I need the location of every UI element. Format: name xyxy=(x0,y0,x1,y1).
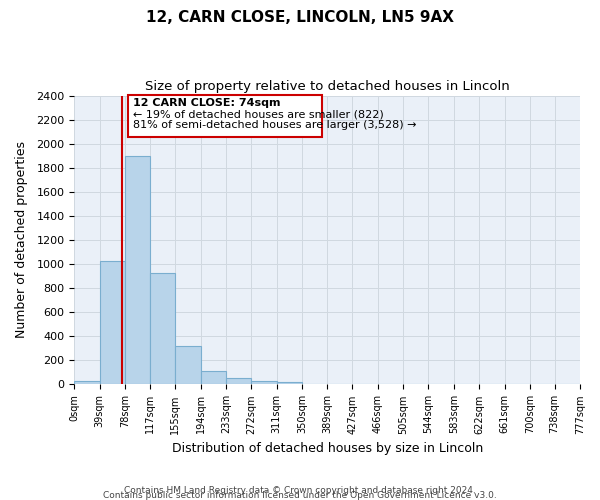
Bar xyxy=(226,378,251,384)
Text: 12 CARN CLOSE: 74sqm: 12 CARN CLOSE: 74sqm xyxy=(133,98,280,108)
Bar xyxy=(251,381,277,384)
Bar xyxy=(277,382,302,384)
Text: ← 19% of detached houses are smaller (822): ← 19% of detached houses are smaller (82… xyxy=(133,109,383,119)
Bar xyxy=(175,346,200,385)
Title: Size of property relative to detached houses in Lincoln: Size of property relative to detached ho… xyxy=(145,80,509,93)
Y-axis label: Number of detached properties: Number of detached properties xyxy=(15,142,28,338)
Bar xyxy=(125,156,151,384)
FancyBboxPatch shape xyxy=(128,95,322,136)
Text: 81% of semi-detached houses are larger (3,528) →: 81% of semi-detached houses are larger (… xyxy=(133,120,416,130)
Bar xyxy=(151,272,175,384)
Bar xyxy=(200,371,226,384)
Text: 12, CARN CLOSE, LINCOLN, LN5 9AX: 12, CARN CLOSE, LINCOLN, LN5 9AX xyxy=(146,10,454,25)
Bar xyxy=(100,261,125,384)
Text: Contains HM Land Registry data © Crown copyright and database right 2024.: Contains HM Land Registry data © Crown c… xyxy=(124,486,476,495)
Bar xyxy=(74,382,100,384)
X-axis label: Distribution of detached houses by size in Lincoln: Distribution of detached houses by size … xyxy=(172,442,483,455)
Text: Contains public sector information licensed under the Open Government Licence v3: Contains public sector information licen… xyxy=(103,491,497,500)
